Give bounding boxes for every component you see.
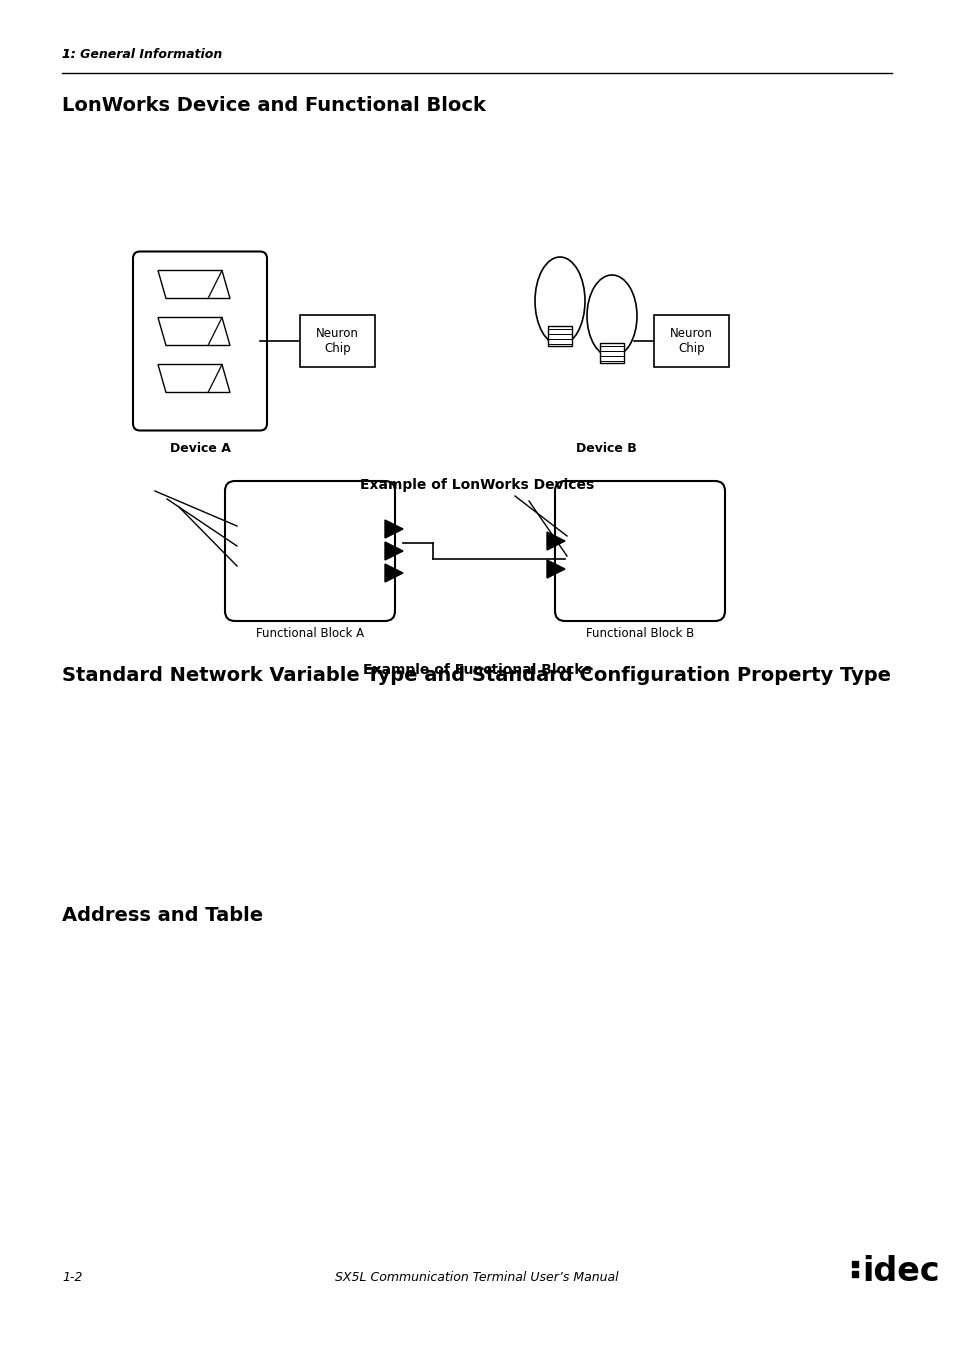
FancyBboxPatch shape	[132, 251, 267, 431]
Text: Neuron
Chip: Neuron Chip	[669, 327, 712, 355]
Text: 1:: 1:	[62, 49, 80, 61]
Text: Neuron
Chip: Neuron Chip	[315, 327, 358, 355]
Bar	[654, 315, 728, 367]
Polygon shape	[385, 563, 402, 582]
Bar	[599, 343, 623, 363]
Text: Example of LonWorks Devices: Example of LonWorks Devices	[359, 478, 594, 493]
Text: Address and Table: Address and Table	[62, 907, 263, 925]
Text: idec: idec	[862, 1255, 939, 1288]
Text: Device B: Device B	[575, 442, 636, 454]
Text: Device A: Device A	[170, 442, 231, 454]
FancyBboxPatch shape	[555, 481, 724, 621]
Text: 1: General Information: 1: General Information	[62, 49, 222, 61]
Ellipse shape	[535, 257, 584, 345]
Polygon shape	[546, 561, 564, 578]
Bar	[547, 326, 572, 346]
Text: Functional Block A: Functional Block A	[255, 627, 364, 640]
Text: Functional Block B: Functional Block B	[585, 627, 694, 640]
Polygon shape	[158, 270, 230, 299]
Text: SX5L Communication Terminal User’s Manual: SX5L Communication Terminal User’s Manua…	[335, 1271, 618, 1283]
Polygon shape	[546, 532, 564, 550]
Text: Example of Functional Blocks: Example of Functional Blocks	[362, 663, 591, 677]
Polygon shape	[385, 520, 402, 538]
Bar	[299, 315, 375, 367]
Polygon shape	[385, 542, 402, 561]
Text: 1-2: 1-2	[62, 1271, 82, 1283]
Polygon shape	[158, 317, 230, 346]
Polygon shape	[158, 365, 230, 393]
Bar	[851, 1271, 857, 1277]
Ellipse shape	[586, 276, 637, 357]
FancyBboxPatch shape	[225, 481, 395, 621]
Text: Standard Network Variable Type and Standard Configuration Property Type: Standard Network Variable Type and Stand…	[62, 666, 890, 685]
Text: LonWorks Device and Functional Block: LonWorks Device and Functional Block	[62, 96, 485, 115]
Bar	[851, 1260, 857, 1267]
